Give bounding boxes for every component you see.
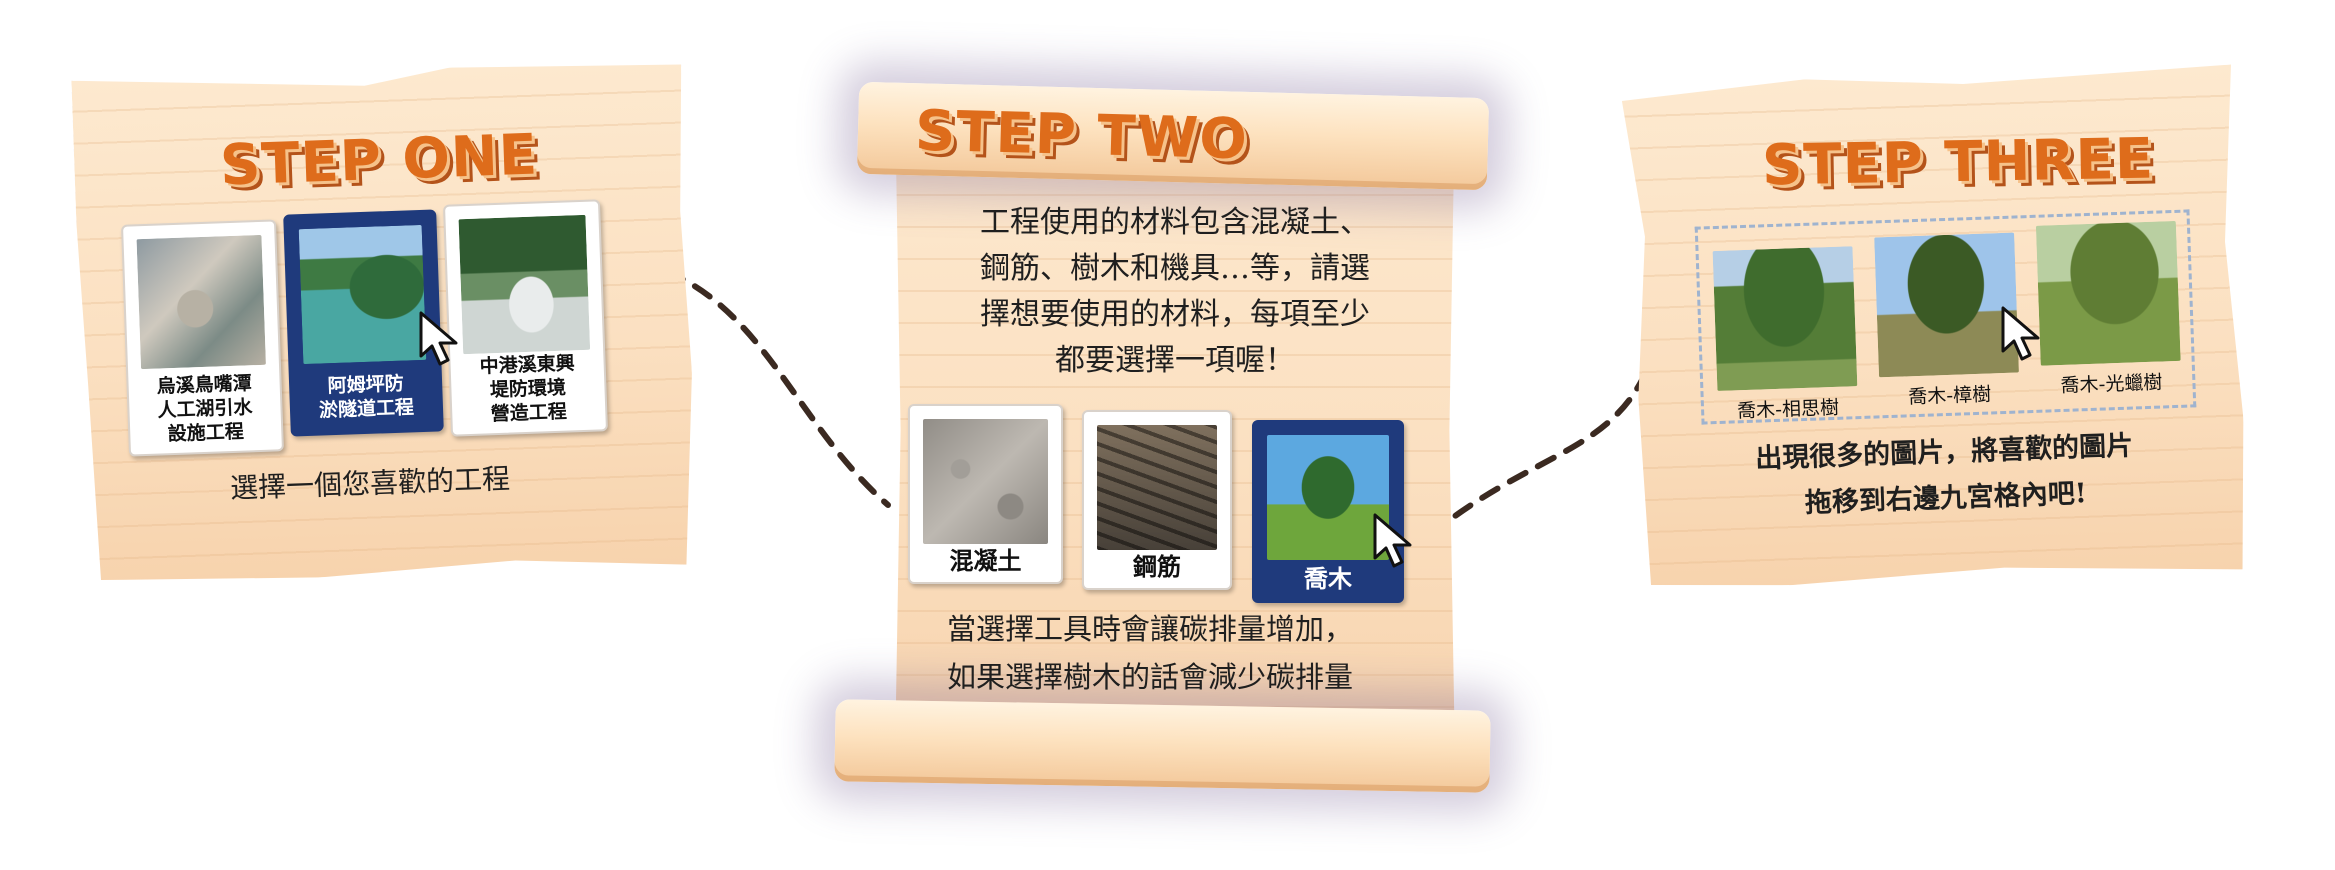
tree-photo	[1712, 246, 1858, 392]
step-two-title: STEP TWO	[914, 98, 1249, 173]
project-card-wuxi[interactable]: 烏溪鳥嘴潭 人工湖引水 設施工程	[120, 219, 285, 457]
tree-photo	[1874, 232, 2019, 378]
project-caption: 烏溪鳥嘴潭 人工湖引水 設施工程	[156, 372, 253, 445]
tree-drop-zone[interactable]: 喬木-相思樹 喬木-樟樹 喬木-光蠟樹	[1694, 209, 2197, 425]
project-caption: 中港溪東興 堤防環境 營造工程	[479, 352, 575, 425]
material-card-tree[interactable]: 喬木	[1252, 420, 1404, 603]
tree-option-camphor[interactable]: 喬木-樟樹	[1874, 232, 2020, 408]
tree-caption: 喬木-光蠟樹	[2060, 371, 2163, 398]
tree-option-acacia[interactable]: 喬木-相思樹	[1712, 246, 1859, 422]
step-two-intro: 工程使用的材料包含混凝土、 鋼筋、樹木和機具…等，請選 擇想要使用的材料，每項至…	[915, 200, 1435, 384]
project-photo	[136, 234, 266, 370]
project-caption: 阿姆坪防 淤隧道工程	[318, 372, 415, 422]
step-three-instruction: 出現很多的圖片，將喜歡的圖片 拖移到右邊九宮格內吧!	[1704, 422, 2187, 531]
tree-option-ash[interactable]: 喬木-光蠟樹	[2035, 220, 2182, 397]
material-photo	[1267, 435, 1389, 560]
material-photo	[1097, 425, 1217, 550]
project-photo	[458, 214, 591, 355]
tree-photo	[2035, 220, 2181, 366]
step-three-title: STEP THREE	[1761, 126, 2155, 199]
intro-line: 工程使用的材料包含混凝土、	[980, 205, 1370, 240]
project-photo	[298, 224, 427, 365]
material-caption: 混凝土	[949, 547, 1022, 575]
intro-line: 擇想要使用的材料，每項至少	[980, 297, 1370, 332]
scroll-bottom-roll	[834, 699, 1491, 793]
cursor-icon	[1373, 513, 1412, 568]
note-line: 如果選擇樹木的話會減少碳排量	[946, 660, 1353, 694]
material-card-concrete[interactable]: 混凝土	[908, 404, 1063, 584]
cursor-icon	[419, 311, 458, 366]
tree-caption: 喬木-相思樹	[1736, 396, 1840, 423]
intro-line: 都要選擇一項喔！	[1055, 343, 1295, 378]
material-card-rebar[interactable]: 鋼筋	[1082, 410, 1232, 590]
note-line: 當選擇工具時會讓碳排量增加，	[946, 612, 1353, 646]
tree-caption: 喬木-樟樹	[1907, 383, 1992, 409]
step-two-note: 當選擇工具時會讓碳排量增加， 如果選擇樹木的話會減少碳排量	[890, 605, 1410, 701]
material-caption: 鋼筋	[1133, 553, 1181, 581]
material-caption: 喬木	[1304, 565, 1352, 593]
step-one-title: STEP ONE	[218, 122, 540, 199]
connector-two-three	[1427, 277, 1671, 538]
cursor-icon	[2001, 306, 2040, 361]
project-card-zhonggang[interactable]: 中港溪東興 堤防環境 營造工程	[442, 199, 609, 437]
intro-line: 鋼筋、樹木和機具…等，請選	[980, 251, 1370, 286]
material-photo	[923, 419, 1048, 544]
